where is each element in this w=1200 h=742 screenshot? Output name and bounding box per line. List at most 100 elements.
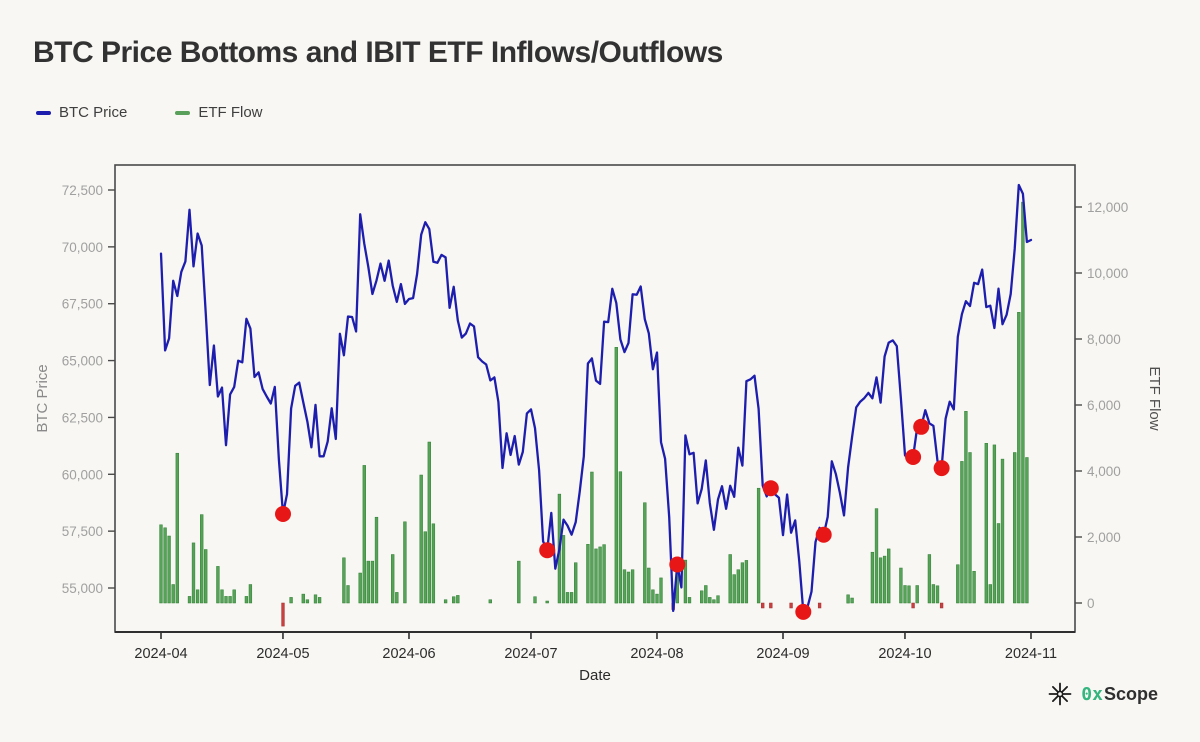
etf-flow-bar — [817, 602, 822, 609]
etf-flow-bar — [878, 557, 883, 604]
price-bottom-marker — [539, 542, 556, 559]
legend-label-etf-flow: ETF Flow — [198, 104, 263, 121]
etf-flow-bar — [850, 597, 854, 604]
etf-flow-bar — [789, 602, 793, 609]
etf-flow-bar — [305, 599, 310, 604]
etf-flow-bar — [712, 599, 716, 604]
date-axis-tick-label: 2024-09 — [756, 646, 809, 662]
price-bottom-marker — [905, 449, 922, 465]
price-axis-tick-label: 65,000 — [62, 354, 103, 369]
etf-flow-bar — [984, 443, 988, 604]
etf-flow-bar — [964, 411, 968, 604]
etf-flow-swatch-icon — [175, 110, 191, 115]
date-axis-tick-label: 2024-11 — [1005, 646, 1057, 662]
etf-flow-bar — [683, 559, 688, 604]
etf-flow-bar — [244, 596, 249, 604]
price-bottom-marker — [669, 556, 686, 573]
etf-flow-bar — [899, 567, 903, 604]
etf-flow-bar — [643, 502, 647, 604]
etf-flow-bar — [517, 560, 521, 604]
etf-flow-bar — [574, 562, 578, 604]
etf-flow-bar — [870, 551, 875, 604]
etf-flow-bar — [163, 527, 167, 604]
etf-flow-bar — [533, 596, 537, 604]
price-axis-tick-label: 62,500 — [62, 410, 103, 425]
etf-flow-bar — [728, 554, 732, 604]
right-axis-title: ETF Flow — [1146, 366, 1163, 430]
etf-flow-bar — [313, 594, 318, 604]
etf-flow-bar — [362, 465, 366, 604]
etf-flow-bar — [317, 597, 322, 604]
btc-price-line — [159, 183, 1033, 614]
etf-flow-bar — [159, 524, 163, 604]
etf-flow-bar — [1021, 201, 1025, 604]
etf-flow-bar — [1025, 457, 1029, 604]
etf-flow-bar — [874, 508, 879, 604]
etf-flow-bar — [370, 560, 375, 604]
etf-flow-bar — [704, 585, 708, 604]
flow-axis-tick-label: 2,000 — [1087, 530, 1121, 545]
etf-flow-bar — [301, 593, 305, 604]
etf-flow-bar — [911, 602, 915, 609]
etf-flow-bar — [443, 599, 448, 604]
left-axis-title: BTC Price — [34, 364, 51, 432]
etf-flow-bar — [647, 567, 651, 604]
etf-flow-bar — [732, 574, 736, 604]
price-bottom-marker — [275, 506, 291, 522]
etf-flow-bar — [289, 597, 293, 604]
etf-flow-bar — [220, 589, 224, 604]
etf-flow-bar — [882, 555, 887, 604]
etf-flow-bar — [769, 602, 773, 609]
etf-flow-bar — [935, 585, 940, 604]
date-axis-tick-label: 2024-08 — [630, 646, 683, 662]
etf-flow-bar — [488, 599, 492, 604]
etf-flow-bar — [903, 585, 907, 604]
etf-flow-bar — [427, 441, 431, 604]
etf-flow-bar — [565, 592, 570, 604]
etf-flow-bar — [216, 566, 220, 604]
etf-flow-bar — [569, 592, 574, 604]
legend-item-btc-price: BTC Price — [36, 104, 127, 121]
etf-flow-bar — [187, 596, 192, 604]
etf-flow-bar — [175, 452, 179, 604]
price-axis-tick-label: 70,000 — [62, 240, 103, 255]
etf-flow-bar — [224, 596, 228, 604]
etf-flow-bar — [167, 535, 171, 604]
etf-flow-bar — [622, 569, 627, 604]
etf-flow-bar — [391, 554, 395, 604]
etf-flow-bar — [927, 554, 932, 604]
etf-flow-bar — [630, 569, 635, 604]
etf-flow-bar — [342, 557, 346, 604]
etf-flow-bar — [716, 595, 720, 604]
etf-flow-bar — [700, 590, 704, 604]
flow-axis-tick-label: 12,000 — [1087, 200, 1128, 215]
brand-name: 0x Scope — [1081, 684, 1158, 705]
etf-flow-bar — [708, 597, 712, 604]
flow-axis-tick-label: 8,000 — [1087, 332, 1121, 347]
etf-flow-bar — [761, 602, 765, 609]
etf-flow-bar — [366, 560, 370, 604]
etf-flow-bar — [403, 521, 407, 604]
etf-flow-bar — [614, 347, 618, 604]
etf-flow-bar — [651, 589, 655, 604]
price-axis-tick-label: 67,500 — [62, 297, 103, 312]
etf-flow-bar — [740, 562, 745, 604]
etf-flow-bar — [594, 548, 598, 604]
etf-flow-bar — [200, 514, 204, 604]
etf-flow-bar — [358, 572, 362, 604]
etf-flow-bar — [687, 597, 692, 604]
etf-flow-bar — [586, 544, 590, 604]
etf-flow-bar — [756, 487, 761, 604]
brand-logo: 0x Scope — [1048, 682, 1158, 706]
etf-flow-bar — [846, 594, 850, 604]
price-bottom-marker — [815, 526, 832, 543]
eight-point-star-icon — [1048, 682, 1072, 706]
price-bottom-marker — [762, 480, 779, 497]
etf-flow-bar — [374, 516, 379, 604]
etf-flow-bar — [736, 569, 740, 604]
etf-flow-bar — [171, 584, 175, 604]
etf-flow-bar — [602, 544, 606, 604]
price-bottom-marker — [795, 603, 812, 620]
etf-flow-bar — [939, 602, 944, 609]
